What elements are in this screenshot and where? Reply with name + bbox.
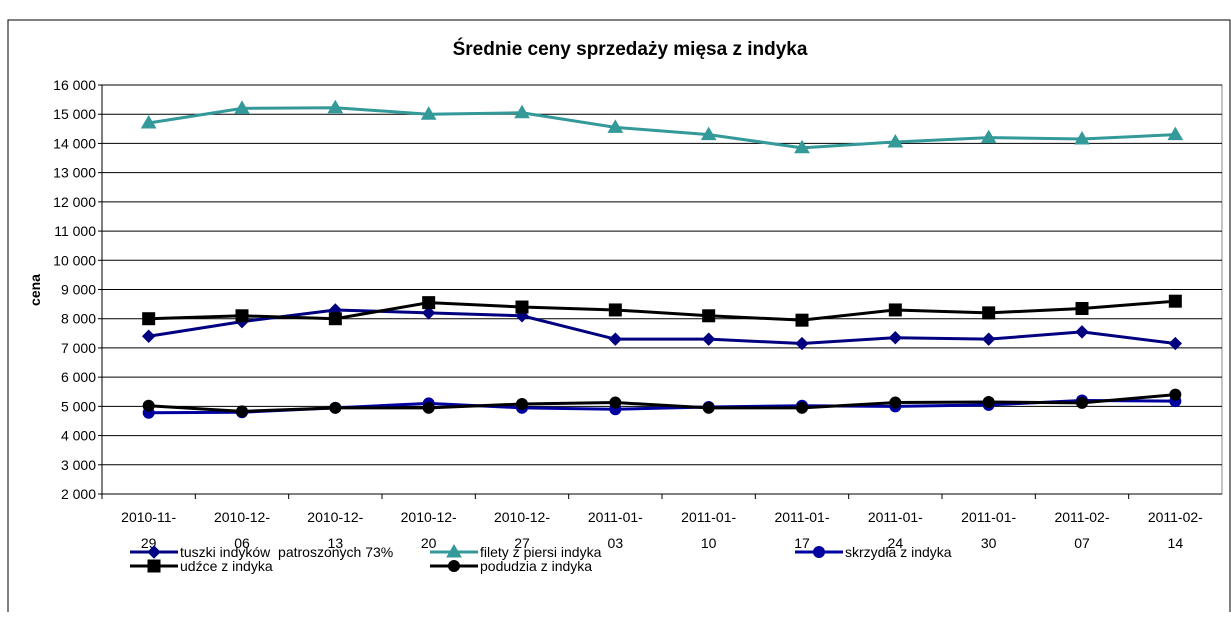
legend-marker [448, 560, 460, 572]
data-point [327, 99, 344, 114]
chart-title: Średnie ceny sprzedaży mięsa z indyka [453, 38, 808, 60]
data-point [608, 332, 623, 346]
data-point [422, 296, 436, 310]
x-tick-label: 2010-12-06 [214, 509, 270, 551]
data-point [888, 330, 903, 345]
legend-marker [147, 559, 161, 573]
data-point [515, 300, 529, 314]
y-tick-label: 3 000 [61, 457, 96, 473]
data-point [140, 114, 157, 129]
y-tick-label: 16 000 [53, 77, 96, 93]
data-point [236, 405, 248, 418]
x-tick-label: 2011-01-24 [868, 509, 923, 551]
data-point [887, 133, 904, 148]
y-tick-label: 5 000 [61, 398, 96, 414]
data-point [142, 399, 155, 412]
series-line [148, 299, 1176, 322]
data-point [982, 306, 996, 320]
x-tick-label: 2011-02-14 [1148, 509, 1203, 551]
x-tick-label: 2010-12-13 [307, 509, 363, 551]
data-point [702, 401, 715, 414]
legend-label: skrzydła z indyka [845, 544, 952, 560]
y-tick-label: 8 000 [61, 311, 96, 327]
data-point [981, 332, 996, 346]
data-point [421, 306, 436, 320]
y-tick-label: 12 000 [53, 194, 96, 210]
series-line [148, 308, 1176, 346]
legend-marker [813, 546, 825, 558]
data-point [982, 395, 995, 408]
data-point [889, 396, 902, 409]
x-tick-label: 2011-01-30 [961, 509, 1016, 551]
legend-label: podudzia z indyka [480, 558, 592, 574]
data-point [1074, 131, 1090, 145]
y-tick-label: 9 000 [61, 282, 96, 298]
data-point [609, 396, 622, 409]
data-point [1168, 336, 1183, 351]
x-tick-label: 2011-01-10 [681, 509, 736, 551]
y-tick-label: 14 000 [53, 135, 96, 151]
y-tick-label: 2 000 [61, 486, 96, 502]
data-point [141, 329, 156, 343]
data-point [1075, 301, 1089, 315]
data-point [701, 332, 716, 346]
legend-label: tuszki indyków patroszonych 73% [180, 544, 393, 560]
y-tick-label: 11 000 [54, 223, 96, 239]
legend-marker [446, 544, 462, 558]
data-point [700, 126, 717, 141]
series-line [148, 393, 1176, 413]
legend-marker [147, 545, 161, 559]
data-point [514, 104, 530, 119]
data-point [888, 303, 902, 317]
y-tick-label: 4 000 [61, 428, 96, 444]
data-point [516, 398, 528, 411]
x-tick-label: 2010-12-20 [401, 509, 457, 551]
y-tick-label: 15 000 [53, 106, 96, 122]
data-point [1075, 325, 1089, 339]
y-axis-label: cena [27, 274, 43, 306]
data-point [607, 119, 624, 133]
data-point [796, 401, 808, 414]
data-point [608, 303, 622, 317]
data-point [420, 106, 437, 120]
x-tick-label: 2011-01-03 [588, 509, 643, 551]
data-point [329, 401, 342, 414]
x-tick-label: 2010-11-29 [121, 509, 176, 551]
y-tick-label: 13 000 [53, 165, 96, 181]
series-line [148, 106, 1176, 150]
data-point [328, 312, 342, 326]
data-point [1076, 396, 1088, 409]
data-point [422, 401, 435, 414]
x-tick-label: 2011-01-17 [774, 509, 829, 551]
data-point [980, 129, 997, 144]
y-tick-label: 6 000 [61, 369, 96, 385]
data-point [1169, 388, 1182, 401]
data-point [1167, 126, 1184, 141]
data-point [795, 313, 809, 327]
x-tick-label: 2010-12-27 [494, 509, 550, 551]
data-point [234, 100, 250, 114]
y-tick-label: 10 000 [53, 252, 96, 268]
legend-label: filety z piersi indyka [480, 544, 602, 560]
data-point [795, 336, 809, 351]
data-point [1168, 294, 1182, 308]
data-point [235, 309, 249, 323]
data-point [794, 139, 810, 154]
legend-label: udźce z indyka [180, 558, 273, 574]
y-tick-label: 7 000 [61, 340, 96, 356]
x-tick-label: 2011-02-07 [1054, 509, 1109, 551]
data-point [142, 312, 156, 326]
data-point [702, 309, 716, 323]
